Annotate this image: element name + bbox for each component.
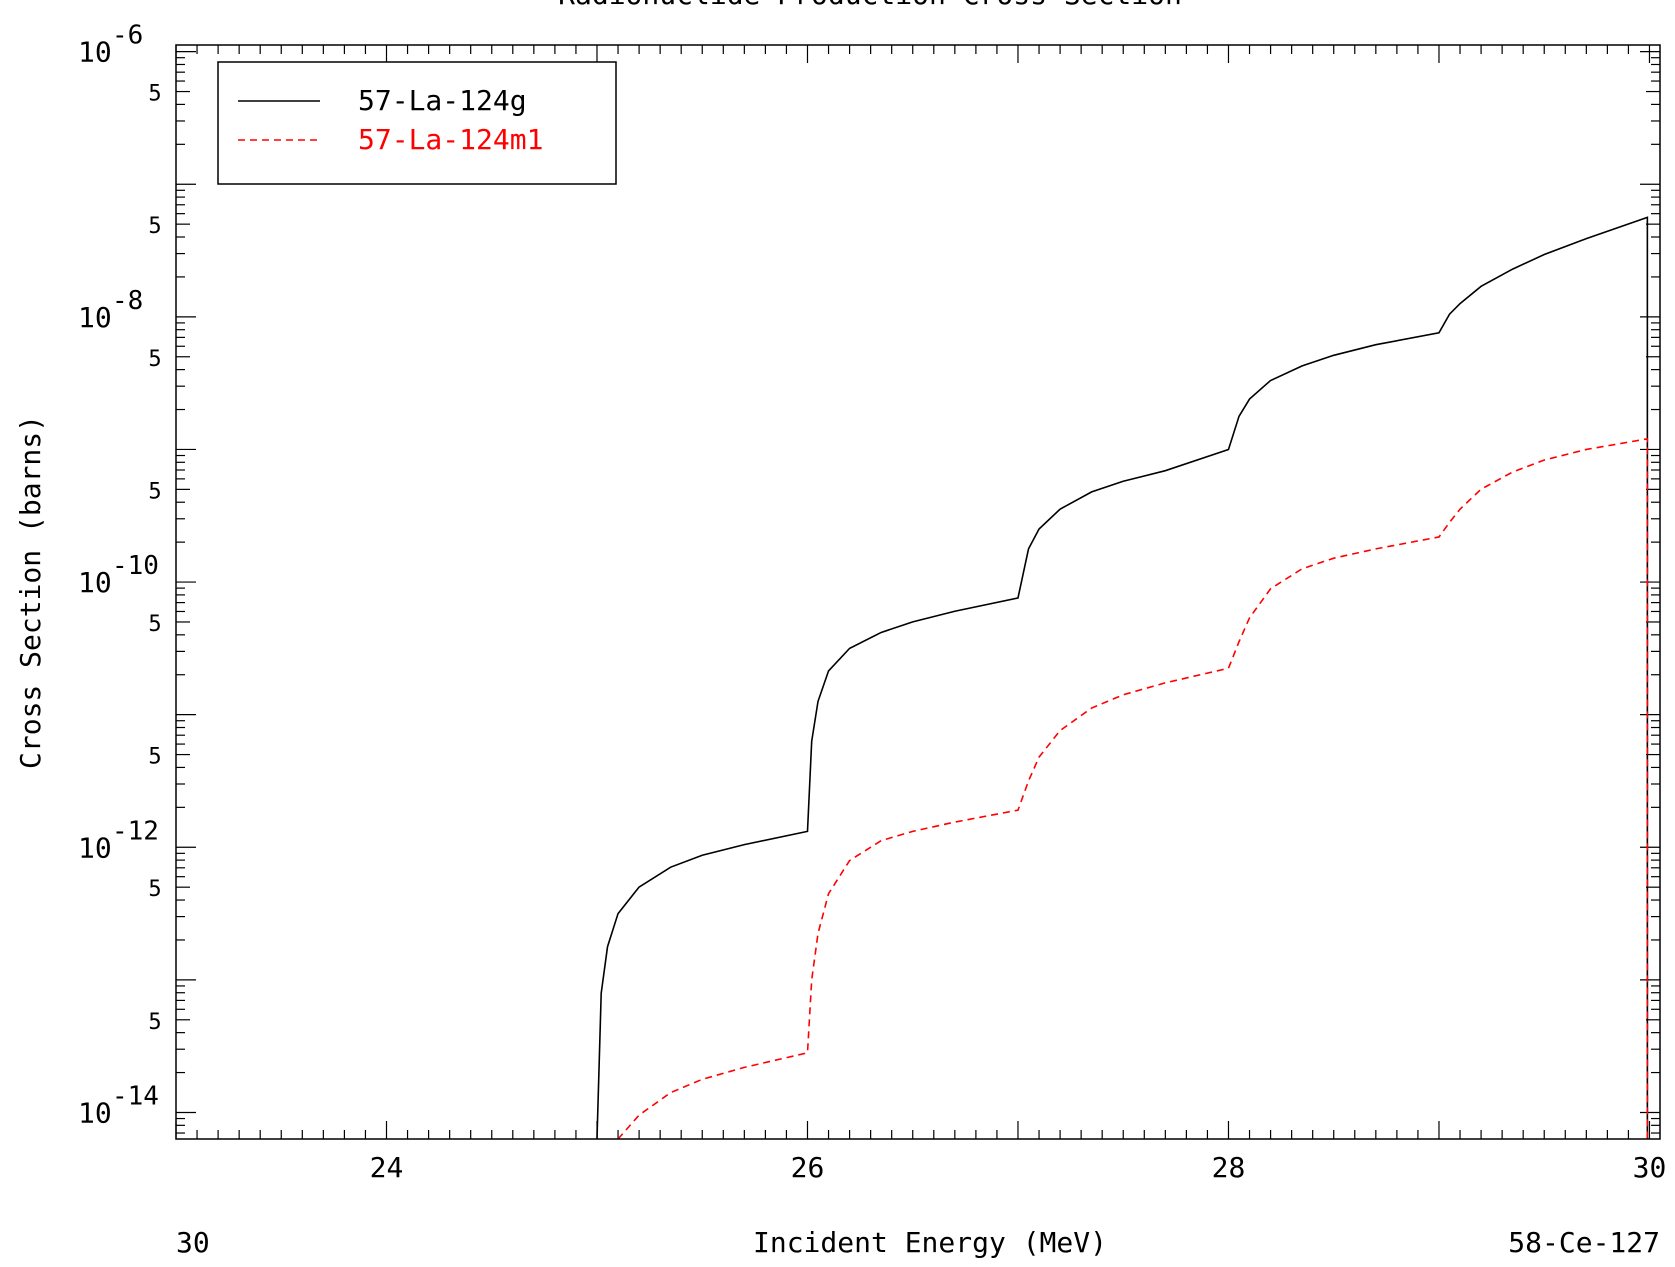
chart-title: Radionuclide Production Cross Section	[558, 0, 1182, 11]
footer-left: 30	[176, 1226, 210, 1259]
plot-frame	[175, 44, 1661, 1140]
legend-label-la124g: 57-La-124g	[358, 84, 527, 117]
series-line-la124g	[596, 216, 1649, 1139]
y-minor-tick-label: 5	[148, 877, 161, 902]
y-minor-tick-label: 5	[148, 82, 161, 107]
y-decade-label-exponent: -6	[112, 21, 143, 51]
y-decade-label-base: 10	[78, 831, 112, 864]
y-minor-tick-label: 5	[148, 214, 161, 239]
x-tick-label: 26	[791, 1151, 825, 1184]
legend-label-la124m1: 57-La-124m1	[358, 123, 543, 156]
legend: 57-La-124g 57-La-124m1	[217, 61, 617, 185]
axis-ticks	[175, 45, 1660, 1139]
y-decade-label-base: 10	[78, 1096, 112, 1129]
x-tick-label: 30	[1633, 1151, 1667, 1184]
x-axis-label: Incident Energy (MeV)	[753, 1226, 1107, 1259]
y-minor-tick-label: 5	[148, 745, 161, 770]
y-decade-label-base: 10	[78, 36, 112, 69]
y-decade-label-base: 10	[78, 301, 112, 334]
x-tick-label: 24	[370, 1151, 404, 1184]
y-decade-label-exponent: -8	[112, 286, 143, 316]
series-layer	[596, 216, 1649, 1139]
y-decade-label-exponent: -12	[112, 816, 159, 846]
y-minor-tick-label: 5	[148, 612, 161, 637]
y-decade-label-exponent: -10	[112, 551, 159, 581]
x-tick-label: 28	[1212, 1151, 1246, 1184]
y-decade-label-base: 10	[78, 566, 112, 599]
y-minor-tick-label: 5	[148, 1010, 161, 1035]
y-decade-label-exponent: -14	[112, 1081, 159, 1111]
series-line-la124m1	[617, 437, 1649, 1139]
y-axis-label: Cross Section (barns)	[14, 415, 47, 769]
footer-right: 58-Ce-127	[1508, 1226, 1660, 1259]
legend-box	[217, 61, 617, 185]
y-minor-tick-label: 5	[148, 347, 161, 372]
y-minor-tick-label: 5	[148, 479, 161, 504]
